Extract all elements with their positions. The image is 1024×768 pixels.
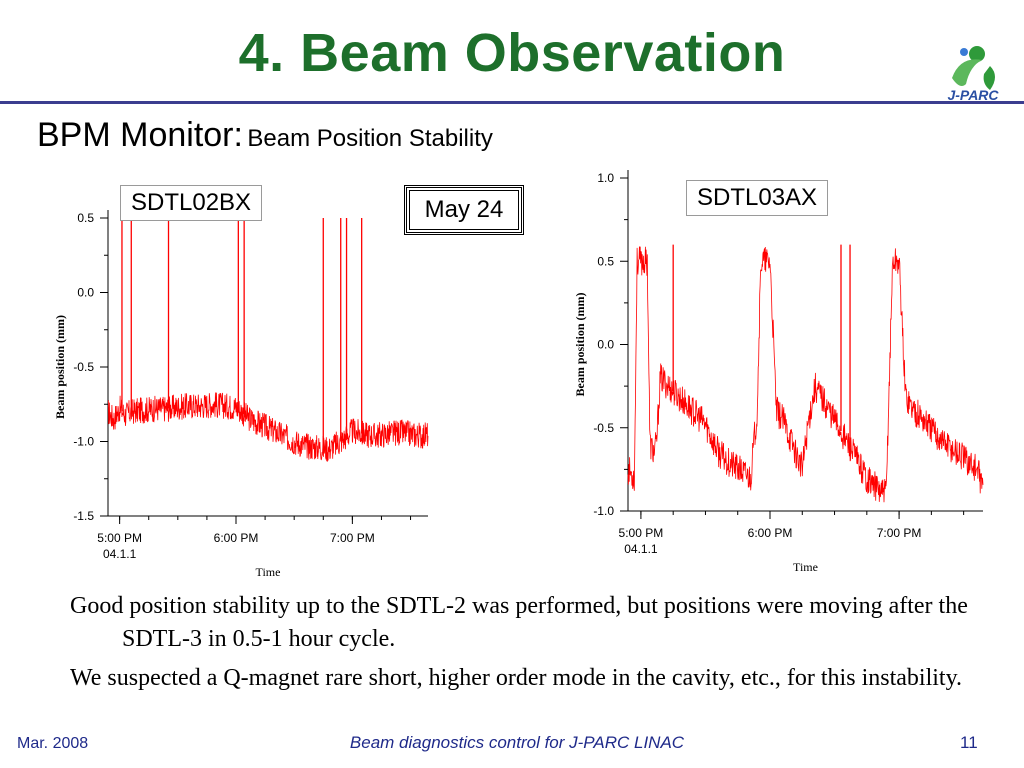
paragraph-1: Good position stability up to the SDTL-2…	[70, 593, 968, 652]
y-axis-title: Beam position (mm)	[53, 315, 67, 419]
x-tick-label: 5:00 PM	[97, 531, 142, 545]
y-tick-label: -0.5	[593, 421, 614, 435]
y-tick-label: -1.0	[593, 504, 614, 518]
subtitle-sub: Beam Position Stability	[247, 125, 493, 152]
x-axis-title: Time	[793, 560, 818, 574]
chart-label-sdtl02bx: SDTL02BX	[120, 185, 263, 221]
x-tick-label: 7:00 PM	[877, 526, 922, 540]
x-tick-label: 7:00 PM	[330, 531, 375, 545]
chart-sdtl03ax: 1.0 0.5 0.0 -0.5 -1.0 5:00 PM 6:00 PM 7:00 PM 04…	[573, 170, 984, 574]
slide-title: 4. Beam Observation	[238, 23, 786, 83]
chart-sdtl02bx: 0.5 0.0 -0.5 -1.0 -1.55:00 PM 6:00 PM 7:00 PM 0…	[53, 210, 429, 579]
footer-page-number: 11	[960, 733, 978, 752]
y-tick-label: 0.5	[77, 211, 94, 225]
body-text: Good position stability up to the SDTL-2…	[70, 590, 970, 701]
logo-text: J-PARC	[947, 87, 999, 103]
x-sub-label: 04.1.1	[103, 547, 137, 561]
j-parc-logo: J-PARC	[947, 46, 999, 103]
title-divider	[0, 101, 1024, 104]
footer-date: Mar. 2008	[17, 735, 89, 752]
y-tick-label: 0.0	[77, 286, 94, 300]
y-tick-label: -1.0	[73, 435, 94, 449]
x-axis-title: Time	[256, 565, 281, 579]
y-tick-label: -1.5	[73, 509, 94, 523]
y-tick-label: 0.5	[597, 254, 614, 268]
series-trace	[107, 392, 429, 462]
subtitle-main: BPM Monitor:	[37, 116, 243, 154]
y-tick-label: 0.0	[597, 338, 614, 352]
chart-label-sdtl03ax: SDTL03AX	[686, 180, 829, 216]
y-tick-label: 1.0	[597, 171, 614, 185]
y-tick-label: -0.5	[73, 360, 94, 374]
date-label: May 24	[409, 190, 519, 230]
logo-emblem-icon	[952, 46, 995, 90]
y-axis-title: Beam position (mm)	[573, 293, 587, 397]
x-sub-label: 04.1.1	[624, 542, 658, 556]
x-tick-label: 6:00 PM	[214, 531, 259, 545]
date-box: May 24	[404, 185, 524, 235]
footer-title: Beam diagnostics control for J-PARC LINA…	[349, 733, 685, 752]
x-tick-label: 6:00 PM	[748, 526, 793, 540]
series-trace	[627, 246, 984, 503]
x-tick-label: 5:00 PM	[619, 526, 664, 540]
slide-subtitle: BPM Monitor: Beam Position Stability	[37, 116, 493, 155]
paragraph-2: We suspected a Q-magnet rare short, high…	[70, 665, 963, 691]
